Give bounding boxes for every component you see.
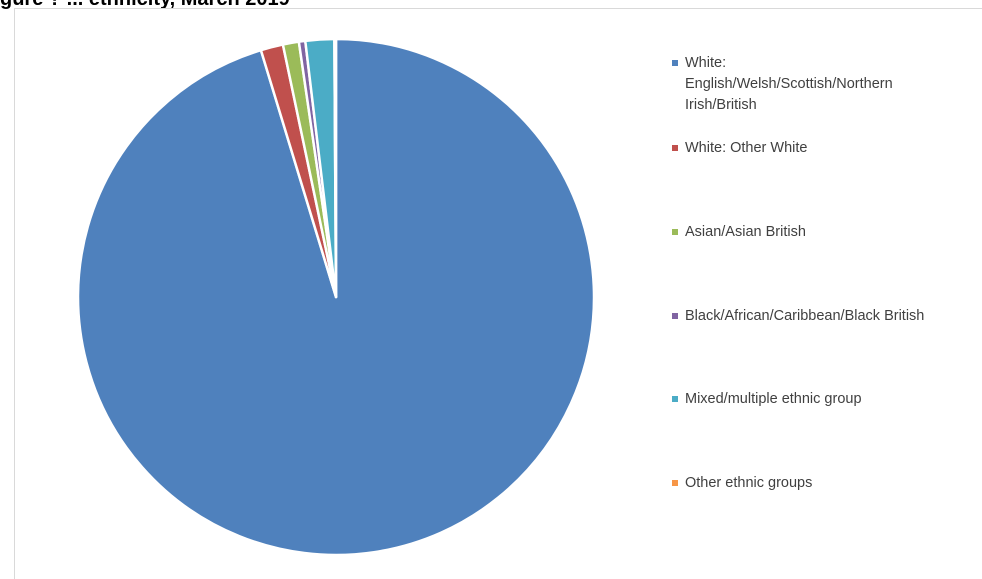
chart-frame — [14, 8, 982, 579]
legend-swatch-white-other — [672, 145, 678, 151]
legend-item-mixed: Mixed/multiple ethnic group — [672, 389, 862, 410]
legend-swatch-mixed — [672, 396, 678, 402]
legend-label-other: Other ethnic groups — [685, 475, 813, 491]
figure-heading: gure ? ... ethnicity, March 2019 — [0, 0, 290, 11]
legend-label-mixed: Mixed/multiple ethnic group — [685, 391, 862, 407]
legend-item-white-british: White: English/Welsh/Scottish/Northern I… — [672, 53, 893, 116]
legend-swatch-white-british — [672, 60, 678, 66]
legend-label-white-british: White: English/Welsh/Scottish/Northern I… — [685, 55, 893, 113]
legend-item-asian: Asian/Asian British — [672, 222, 806, 243]
pie-slice-5 — [333, 37, 338, 299]
legend-swatch-other — [672, 480, 678, 486]
legend-label-black: Black/African/Caribbean/Black British — [685, 308, 925, 324]
legend-swatch-asian — [672, 229, 678, 235]
legend-item-other: Other ethnic groups — [672, 473, 812, 494]
legend-label-asian: Asian/Asian British — [685, 224, 806, 240]
legend-item-black: Black/African/Caribbean/Black British — [672, 306, 924, 327]
legend-item-white-other: White: Other White — [672, 138, 807, 159]
legend-label-white-other: White: Other White — [685, 140, 808, 156]
legend-swatch-black — [672, 313, 678, 319]
